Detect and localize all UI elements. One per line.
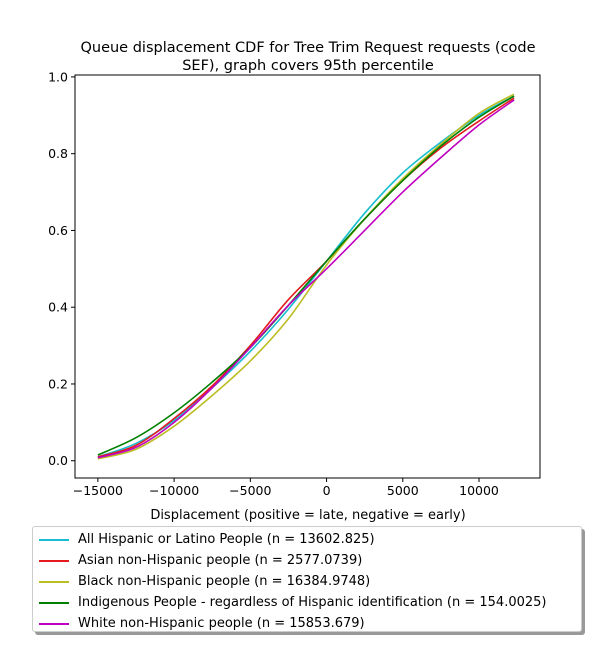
legend-item-indigenous: Indigenous People - regardless of Hispan… (33, 592, 581, 613)
y-tick-label: 0.0 (48, 453, 68, 468)
y-axis: 0.0 0.2 0.4 0.6 0.8 1.0 (48, 69, 75, 468)
chart-title-line-2: SEF), graph covers 95th percentile (182, 58, 434, 74)
x-tick-label: −5000 (229, 483, 271, 498)
y-tick-label: 0.4 (48, 300, 68, 315)
x-tick-label: −15000 (73, 483, 123, 498)
series-line-indigenous (97, 95, 515, 456)
series-line-white (97, 99, 515, 459)
x-axis-label: Displacement (positive = late, negative … (150, 508, 465, 523)
legend-item-asian: Asian non-Hispanic people (n = 2577.0739… (33, 550, 581, 571)
legend-item-white: White non-Hispanic people (n = 15853.679… (33, 613, 581, 634)
legend-item-all-hispanic: All Hispanic or Latino People (n = 13602… (33, 529, 581, 550)
legend-swatch (39, 538, 69, 541)
y-tick-label: 1.0 (48, 69, 68, 84)
legend-label: Asian non-Hispanic people (n = 2577.0739… (78, 553, 363, 568)
legend-swatch (39, 622, 69, 625)
chart-title-line-1: Queue displacement CDF for Tree Trim Req… (80, 40, 535, 56)
plot-area-frame (74, 74, 541, 479)
series-line-asian (97, 97, 515, 458)
y-tick-label: 0.8 (48, 146, 68, 161)
series-layer (97, 93, 515, 460)
legend-swatch (39, 580, 69, 583)
legend-label: Indigenous People - regardless of Hispan… (78, 595, 547, 610)
y-tick-label: 0.2 (48, 376, 68, 391)
x-tick-label: 10000 (459, 483, 499, 498)
legend-label: White non-Hispanic people (n = 15853.679… (78, 616, 365, 631)
x-tick-label: −10000 (149, 483, 199, 498)
series-line-all-hispanic (97, 95, 515, 458)
x-axis: −15000 −10000 −5000 0 5000 10000 (73, 478, 499, 498)
series-line-black (97, 93, 515, 460)
legend-label: Black non-Hispanic people (n = 16384.974… (78, 574, 371, 589)
legend: All Hispanic or Latino People (n = 13602… (32, 526, 582, 632)
y-tick-label: 0.6 (48, 223, 68, 238)
x-tick-label: 0 (323, 483, 331, 498)
legend-swatch (39, 601, 69, 604)
legend-item-black: Black non-Hispanic people (n = 16384.974… (33, 571, 581, 592)
legend-label: All Hispanic or Latino People (n = 13602… (78, 532, 375, 547)
x-tick-label: 5000 (387, 483, 419, 498)
legend-swatch (39, 559, 69, 562)
